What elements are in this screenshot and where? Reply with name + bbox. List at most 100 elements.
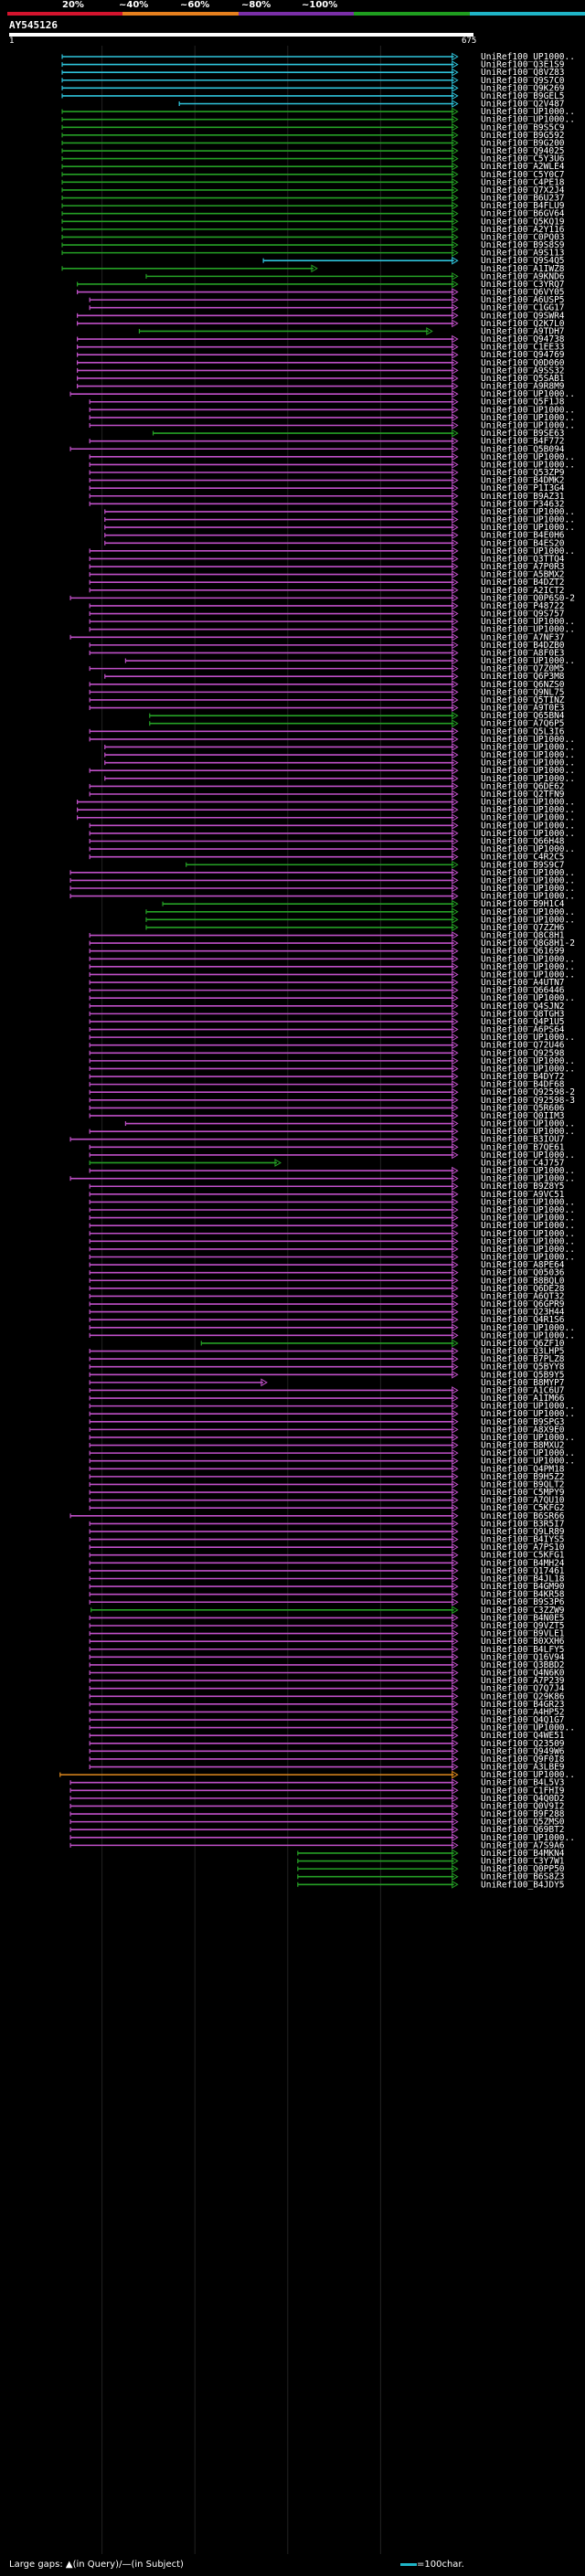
hit-end-arrow — [452, 240, 459, 249]
hit-end-arrow — [452, 711, 459, 720]
query-end-label: 675 — [462, 37, 477, 46]
hit-end-arrow — [452, 1065, 459, 1073]
hit-end-arrow — [452, 1841, 459, 1850]
hit-label: UniRef100_Q23H44 — [481, 1308, 565, 1318]
hit-label: UniRef100_C1FHI9 — [481, 1786, 565, 1796]
hit-end-arrow — [452, 523, 459, 532]
hit-label: UniRef100_Q6DE62 — [481, 781, 565, 791]
hit-end-arrow — [452, 1339, 459, 1348]
hit-label: UniRef100_Q94738 — [481, 334, 565, 345]
hit-label: UniRef100_UP1000.. — [481, 1127, 575, 1137]
hit-label: UniRef100_Q6ZF10 — [481, 1339, 565, 1349]
hit-end-arrow — [452, 1691, 459, 1701]
hit-label: UniRef100_Q23509 — [481, 1739, 565, 1749]
hit-label: UniRef100_Q8G8H1-2 — [481, 938, 575, 949]
hit-label: UniRef100_Q6GPR9 — [481, 1299, 565, 1309]
hit-end-arrow — [452, 1072, 459, 1081]
hit-label: UniRef100_Q9NL75 — [481, 687, 565, 697]
hit-end-arrow — [452, 1739, 459, 1748]
hit-label: UniRef100_Q9VZT5 — [481, 1621, 565, 1631]
hit-label: UniRef100_Q6P3M8 — [481, 672, 565, 682]
hit-label: UniRef100_Q5ZMS0 — [481, 1818, 565, 1828]
hit-end-arrow — [452, 1229, 459, 1238]
hit-label: UniRef100_UP1000.. — [481, 868, 575, 878]
hit-end-arrow — [452, 1041, 459, 1050]
hit-end-arrow — [452, 1190, 459, 1199]
hit-end-arrow — [452, 1182, 459, 1191]
hit-label: UniRef100_UP1000.. — [481, 1448, 575, 1458]
hit-label: UniRef100_C5KFG2 — [481, 1503, 565, 1513]
hit-end-arrow — [452, 1096, 459, 1105]
hit-label: UniRef100_Q8TGH3 — [481, 1009, 565, 1019]
hit-label: UniRef100_UP1000.. — [481, 52, 575, 62]
hit-label: UniRef100_UP1000.. — [481, 1770, 575, 1780]
hit-end-arrow — [452, 1676, 459, 1685]
hit-label: UniRef100_A9T0E3 — [481, 704, 565, 714]
hit-label: UniRef100_B4DZT2 — [481, 578, 565, 588]
hit-end-arrow — [452, 256, 459, 265]
hit-label: UniRef100_Q3BBD2 — [481, 1660, 565, 1670]
hit-end-arrow — [452, 1174, 459, 1183]
hit-end-arrow — [452, 319, 459, 328]
hit-end-arrow — [452, 1276, 459, 1285]
hit-end-arrow — [452, 1857, 459, 1865]
hit-end-arrow — [452, 610, 459, 618]
hit-end-arrow — [452, 272, 459, 281]
hit-end-arrow — [452, 672, 459, 681]
hit-end-arrow — [452, 162, 459, 171]
hit-end-arrow — [452, 1778, 459, 1787]
hit-label: UniRef100_UP1000.. — [481, 107, 575, 117]
hit-end-arrow — [452, 288, 459, 296]
hit-label: UniRef100_A2Y116 — [481, 225, 565, 235]
hit-end-arrow — [452, 1394, 459, 1403]
hit-label: UniRef100_Q9F0I8 — [481, 1754, 565, 1765]
hit-label: UniRef100_C3YRQ7 — [481, 280, 565, 290]
hit-label: UniRef100_B9G592 — [481, 131, 565, 141]
hit-label: UniRef100_Q8VZ83 — [481, 68, 565, 78]
hit-label: UniRef100_C5Y3U6 — [481, 154, 565, 164]
hit-label: UniRef100_Q2TFN9 — [481, 790, 565, 800]
hit-label: UniRef100_P34632 — [481, 499, 565, 509]
hit-end-arrow — [452, 538, 459, 547]
hit-end-arrow — [452, 782, 459, 790]
hit-label: UniRef100_B9VLE1 — [481, 1629, 565, 1639]
hit-end-arrow — [452, 76, 459, 85]
hit-label: UniRef100_Q65BN4 — [481, 711, 565, 721]
hit-end-arrow — [452, 743, 459, 751]
hit-end-arrow — [452, 1566, 459, 1575]
hit-end-arrow — [452, 884, 459, 893]
hit-label: UniRef100_UP1000.. — [481, 1323, 575, 1333]
hit-end-arrow — [452, 844, 459, 853]
hit-end-arrow — [452, 1621, 459, 1630]
hit-end-arrow — [452, 1299, 459, 1309]
hit-label: UniRef100_Q53ZP9 — [481, 468, 565, 478]
hit-end-arrow — [452, 1652, 459, 1661]
hit-end-arrow — [452, 1708, 459, 1716]
hit-end-arrow — [452, 1135, 459, 1144]
hit-label: UniRef100_UP1000.. — [481, 798, 575, 808]
hit-label: UniRef100_A1C6U7 — [481, 1385, 565, 1395]
hit-end-arrow — [452, 1818, 459, 1826]
hit-label: UniRef100_Q05036 — [481, 1268, 565, 1278]
hit-label: UniRef100_UP1000.. — [481, 115, 575, 125]
hit-end-arrow — [452, 1025, 459, 1034]
hit-end-arrow — [452, 899, 459, 908]
hit-label: UniRef100_B6GV64 — [481, 209, 565, 219]
hit-label: UniRef100_C3ZZW9 — [481, 1606, 565, 1616]
hit-end-arrow — [452, 194, 459, 202]
hit-label: UniRef100_UP1000.. — [481, 805, 575, 815]
hit-end-arrow — [452, 892, 459, 900]
hit-label: UniRef100_UP1000.. — [481, 1166, 575, 1176]
hit-label: UniRef100_C1GG17 — [481, 303, 565, 313]
hit-label: UniRef100_Q0PP50 — [481, 1864, 565, 1874]
hit-label: UniRef100_Q4N6K0 — [481, 1669, 565, 1679]
hit-end-arrow — [452, 1433, 459, 1442]
hit-end-arrow — [452, 1080, 459, 1089]
hit-label: UniRef100_Q9S757 — [481, 610, 565, 620]
hit-label: UniRef100_P1I3G4 — [481, 483, 565, 493]
hit-label: UniRef100_A8PE64 — [481, 1260, 565, 1270]
hit-label: UniRef100_A9TDH7 — [481, 326, 565, 336]
hit-end-arrow — [452, 1715, 459, 1724]
hit-end-arrow — [452, 1386, 459, 1394]
hit-label: UniRef100_UP1000.. — [481, 1245, 575, 1255]
